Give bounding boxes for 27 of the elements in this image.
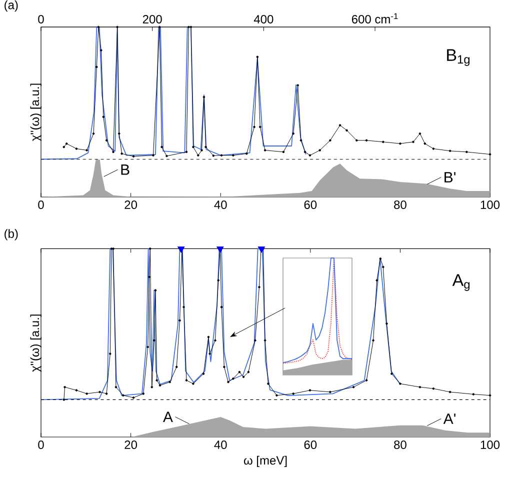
- x-tick-label: 60: [304, 200, 317, 210]
- y-axis-title: χ''(ω) [a.u.]: [30, 314, 42, 372]
- x2-tick-label: 200: [142, 14, 162, 24]
- annotation: B$_{1g}$: [447, 49, 470, 66]
- chart-title: (a): [4, 0, 18, 12]
- x-tick-label: 100: [480, 200, 500, 210]
- annotation: A': [443, 414, 456, 424]
- x2-tick-label: 400: [254, 14, 274, 24]
- x-tick-label: 0: [38, 200, 44, 210]
- x-tick-label: 60: [304, 440, 317, 450]
- x2-tick-label: 0: [38, 14, 44, 24]
- x-axis-title: ω [meV]: [244, 456, 287, 468]
- y-axis-title: χ''(ω) [a.u.]: [30, 84, 42, 141]
- x-tick-label: 0: [38, 440, 44, 450]
- x-tick-label: 20: [124, 440, 137, 450]
- annotation: A: [163, 412, 173, 422]
- x-tick-label: 40: [214, 440, 227, 450]
- annotation: B: [121, 164, 130, 175]
- x-tick-label: 40: [214, 200, 227, 210]
- x-tick-label: 20: [124, 200, 137, 210]
- x-tick-label: 80: [394, 440, 406, 450]
- x-tick-label: 100: [480, 440, 500, 450]
- chart-title: (b): [4, 229, 18, 240]
- annotation: A$_{g}$: [452, 274, 470, 291]
- x2-tick-label: 600 cm$^{-1}$: [352, 13, 398, 24]
- x-tick-label: 80: [394, 200, 406, 210]
- annotation: B': [444, 172, 456, 182]
